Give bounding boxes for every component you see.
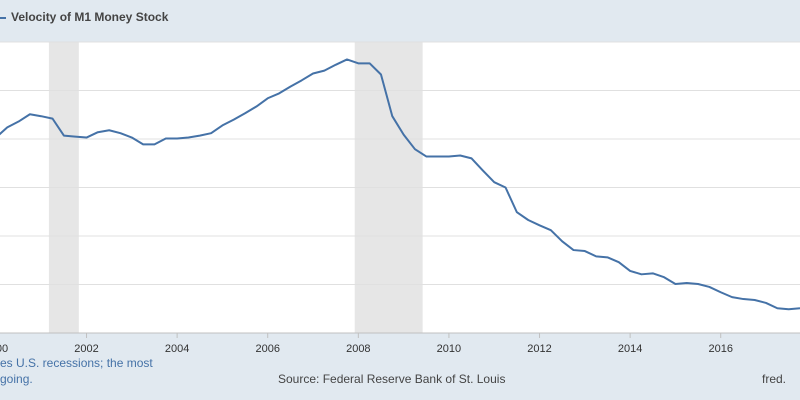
x-tick-label: 2012 xyxy=(527,343,551,355)
marks: 2000 2002 2004 2006 2008 2010 2012 2014 2016 xyxy=(0,41,800,355)
x-tick-label: 2008 xyxy=(346,343,370,355)
x-tick-label: 2004 xyxy=(165,343,189,355)
x-tick-label: 2002 xyxy=(74,343,98,355)
x-tick-label: 2016 xyxy=(708,343,732,355)
note: es U.S. recessions; the most xyxy=(0,356,153,370)
source: Source: Federal Reserve Bank of St. Loui… xyxy=(278,372,505,386)
x-tick-label: 2010 xyxy=(437,343,461,355)
x-tick-label: 2014 xyxy=(618,343,642,355)
x-tick-label: 2000 xyxy=(0,343,8,355)
x-tick-label: 2006 xyxy=(255,343,279,355)
site: fred. xyxy=(762,372,786,386)
note: going. xyxy=(0,372,33,386)
chart-title: Velocity of M1 Money Stock xyxy=(11,10,169,24)
series-line xyxy=(0,58,800,311)
